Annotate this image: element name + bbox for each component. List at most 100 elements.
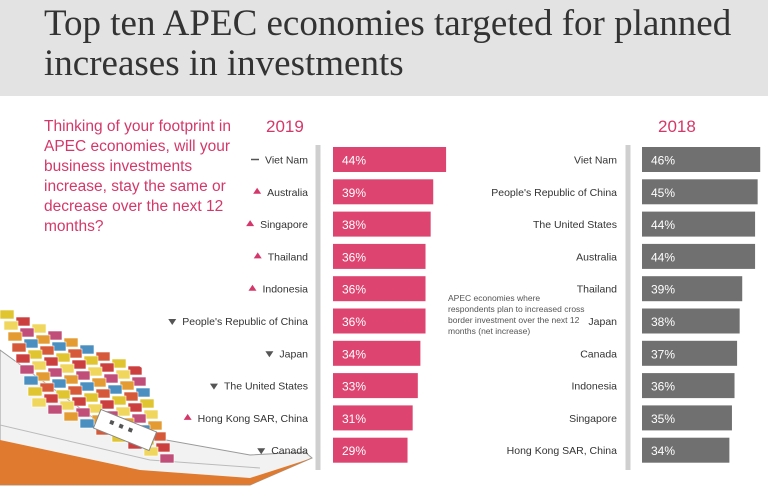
data-label-2018: 35% <box>651 412 675 426</box>
data-label-2018: 44% <box>651 218 675 232</box>
cargo-container <box>63 411 79 422</box>
rank-up-icon <box>246 220 255 227</box>
data-label-2019: 36% <box>342 315 366 329</box>
bar-2018 <box>642 437 730 463</box>
title-banner: Top ten APEC economies targeted for plan… <box>0 0 768 96</box>
bar-row-2019: 38% Singapore <box>246 211 431 237</box>
cargo-container <box>15 353 31 364</box>
data-label-2019: 36% <box>342 283 366 297</box>
bar-row-2018: 36% Indonesia <box>571 373 735 399</box>
cargo-container <box>19 364 35 375</box>
category-label-2019: The United States <box>224 381 308 393</box>
data-label-2019: 38% <box>342 218 366 232</box>
container-ship-illustration <box>0 309 313 486</box>
bar-2018 <box>642 405 732 431</box>
bar-row-2019: 29% Canada <box>257 437 408 463</box>
category-label-2019: Japan <box>279 348 308 360</box>
bar-row-2018: 38% Japan <box>588 308 740 334</box>
data-label-2019: 29% <box>342 444 366 458</box>
category-label-2018: Viet Nam <box>574 155 617 167</box>
bar-row-2018: 44% The United States <box>533 211 756 237</box>
data-label-2019: 31% <box>342 412 366 426</box>
cargo-container <box>0 309 15 320</box>
bar-2019 <box>333 340 421 366</box>
bar-2019 <box>333 179 434 205</box>
year-2018-heading: 2018 <box>658 117 696 136</box>
bar-row-2019: 36% Thailand <box>253 243 426 269</box>
category-label-2019: Australia <box>267 187 308 199</box>
rank-up-icon <box>253 187 262 194</box>
bar-row-2018: 39% Thailand <box>577 276 743 302</box>
data-label-2018: 45% <box>651 186 675 200</box>
bar-row-2019: 36% Indonesia <box>248 276 426 302</box>
category-label-2018: Hong Kong SAR, China <box>507 445 617 457</box>
cargo-container <box>159 453 175 464</box>
bar-row-2018: 37% Canada <box>580 340 738 366</box>
category-label-2019: Thailand <box>268 251 308 263</box>
bar-row-2018: 45% People's Republic of China <box>491 179 758 205</box>
category-label-2018: Singapore <box>569 413 617 425</box>
data-label-2019: 36% <box>342 250 366 264</box>
bar-row-2018: 34% Hong Kong SAR, China <box>507 437 730 463</box>
category-label-2018: The United States <box>533 219 617 231</box>
cargo-container <box>23 375 39 386</box>
bar-2019 <box>333 243 426 269</box>
data-label-2019: 34% <box>342 347 366 361</box>
bar-2018 <box>642 147 761 172</box>
bar-2019 <box>333 437 408 463</box>
bar-2019 <box>333 147 447 172</box>
category-label-2019: Indonesia <box>262 284 308 296</box>
data-label-2018: 46% <box>651 154 675 168</box>
data-label-2019: 39% <box>342 186 366 200</box>
category-label-2018: Indonesia <box>571 381 617 393</box>
rank-up-icon <box>248 284 257 291</box>
rank-down-icon <box>265 351 274 358</box>
bar-row-2019: 44% Viet Nam <box>251 147 447 172</box>
bar-2018 <box>642 373 735 399</box>
survey-question: Thinking of your footprint in APEC econo… <box>44 118 231 235</box>
cargo-container <box>7 331 23 342</box>
bar-2019 <box>333 211 431 237</box>
category-label-2019: People's Republic of China <box>182 316 308 328</box>
data-label-2018: 37% <box>651 347 675 361</box>
bar-2019 <box>333 276 426 302</box>
bar-2018 <box>642 340 738 366</box>
rank-down-icon <box>209 383 218 390</box>
data-label-2019: 44% <box>342 154 366 168</box>
cargo-container <box>11 342 27 353</box>
bar-row-2019: 36% People's Republic of China <box>168 308 426 334</box>
chart-title: Top ten APEC economies targeted for plan… <box>44 3 732 84</box>
cargo-container <box>27 386 43 397</box>
data-label-2018: 36% <box>651 380 675 394</box>
bar-2018 <box>642 276 743 302</box>
cargo-container <box>47 404 63 415</box>
bar-row-2019: 39% Australia <box>253 179 434 205</box>
bar-row-2018: 35% Singapore <box>569 405 732 431</box>
category-label-2019: Viet Nam <box>265 155 308 167</box>
bar-2019 <box>333 373 418 399</box>
cargo-container <box>31 397 47 408</box>
category-label-2018: Thailand <box>577 284 617 296</box>
bar-row-2019: 34% Japan <box>265 340 421 366</box>
year-2019-heading: 2019 <box>266 117 304 136</box>
data-label-2018: 38% <box>651 315 675 329</box>
bar-row-2019: 31% Hong Kong SAR, China <box>183 405 413 431</box>
bar-2019 <box>333 308 426 334</box>
bar-row-2019: 33% The United States <box>209 373 418 399</box>
rank-up-icon <box>183 413 192 420</box>
bar-2018 <box>642 179 758 205</box>
bar-row-2018: 46% Viet Nam <box>574 147 761 172</box>
category-label-2018: Japan <box>588 316 617 328</box>
cargo-container <box>79 418 95 429</box>
bar-row-2018: 44% Australia <box>576 243 756 269</box>
rank-down-icon <box>168 319 177 325</box>
category-label-2018: Canada <box>580 348 617 360</box>
category-label-2019: Singapore <box>260 219 308 231</box>
data-label-2018: 34% <box>651 444 675 458</box>
category-label-2019: Hong Kong SAR, China <box>198 413 308 425</box>
cargo-container <box>3 320 19 331</box>
bar-2018 <box>642 243 756 269</box>
data-label-2018: 44% <box>651 250 675 264</box>
category-label-2018: Australia <box>576 251 617 263</box>
